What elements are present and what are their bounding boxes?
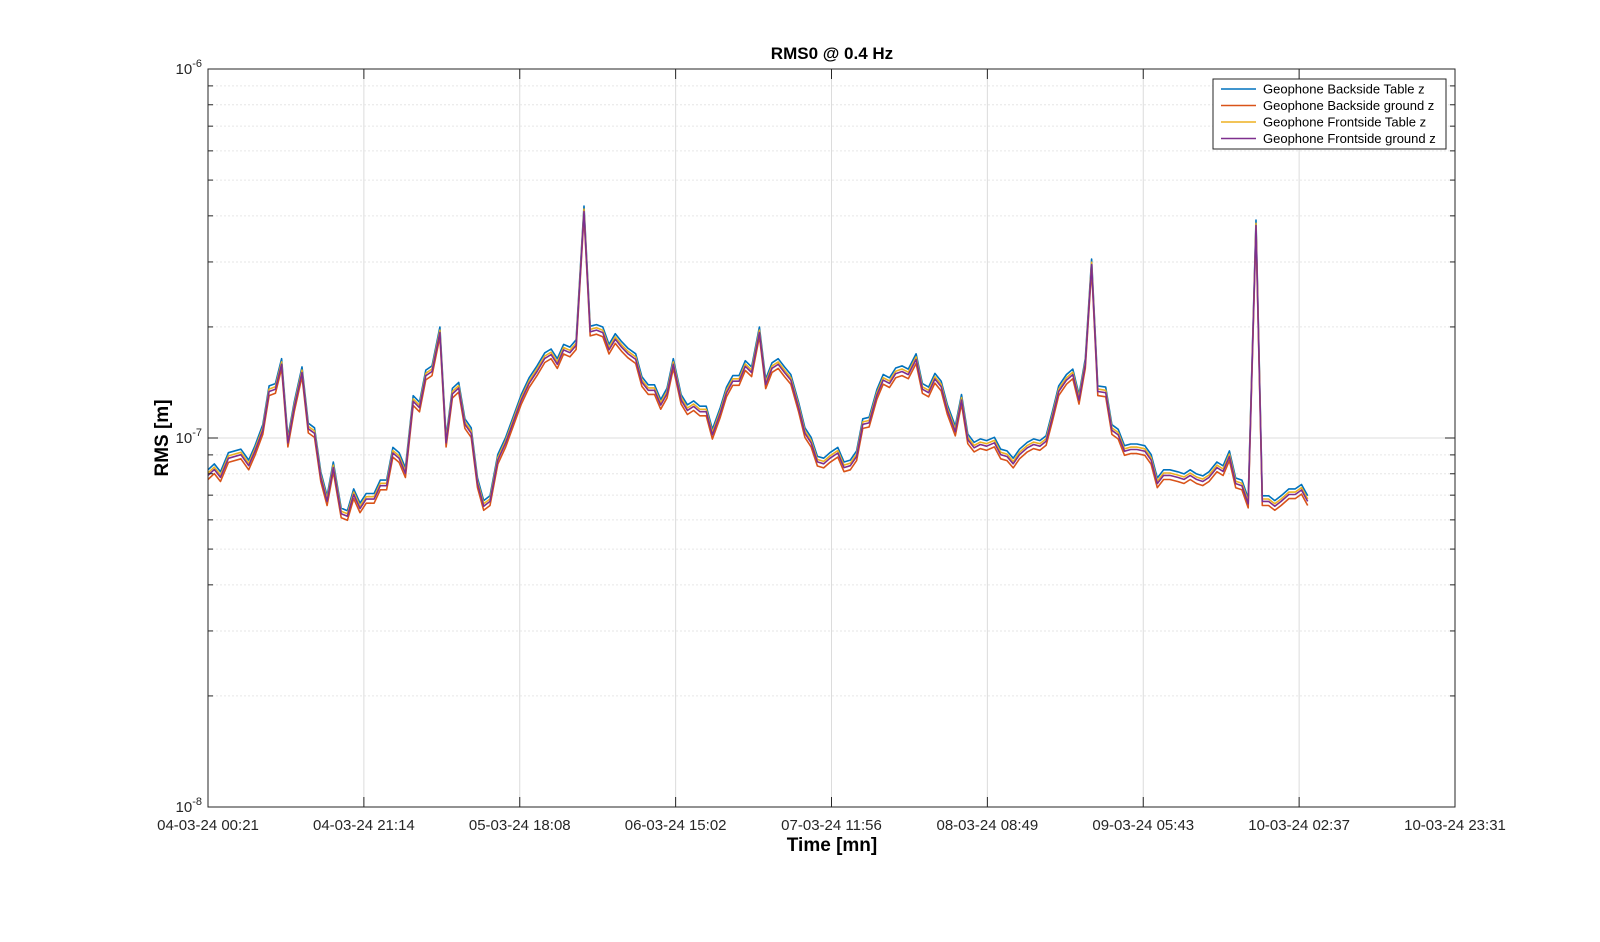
x-tick-labels: 04-03-24 00:21 04-03-24 21:14 05-03-24 18:… [157, 817, 1506, 834]
series-group [207, 205, 1309, 522]
x-tick-label: 07-03-24 11:56 [781, 817, 882, 834]
legend-entry: Geophone Frontside Table z [1263, 115, 1426, 130]
legend-entry: Geophone Frontside ground z [1263, 131, 1436, 146]
x-tick-label: 06-03-24 15:02 [625, 817, 727, 834]
grid [208, 69, 1455, 807]
x-tick-label: 10-03-24 02:37 [1248, 817, 1350, 834]
x-tick-label: 08-03-24 08:49 [937, 817, 1039, 834]
legend-entry: Geophone Backside ground z [1263, 98, 1434, 113]
x-tick-label: 04-03-24 21:14 [313, 817, 415, 834]
y-tick-label: 10-8 [176, 796, 202, 816]
x-axis-label: Time [mn] [787, 835, 877, 856]
y-axis-label: RMS [m] [152, 399, 173, 476]
x-tick-label: 05-03-24 18:08 [469, 817, 571, 834]
legend-entry: Geophone Backside Table z [1263, 82, 1425, 97]
ticks [207, 69, 1456, 808]
y-tick-label: 10-7 [176, 427, 202, 447]
series-line-4 [207, 210, 1309, 518]
y-tick-label: 10-6 [176, 58, 202, 78]
legend-box [1212, 78, 1447, 150]
series-line-2 [207, 214, 1309, 522]
x-tick-label: 10-03-24 23:31 [1404, 817, 1506, 834]
x-tick-label: 04-03-24 00:21 [157, 817, 259, 834]
chart-title: RMS0 @ 0.4 Hz [771, 44, 893, 63]
y-tick-labels: 10-8 10-7 10-6 [176, 58, 202, 816]
x-tick-label: 09-03-24 05:43 [1092, 817, 1194, 834]
